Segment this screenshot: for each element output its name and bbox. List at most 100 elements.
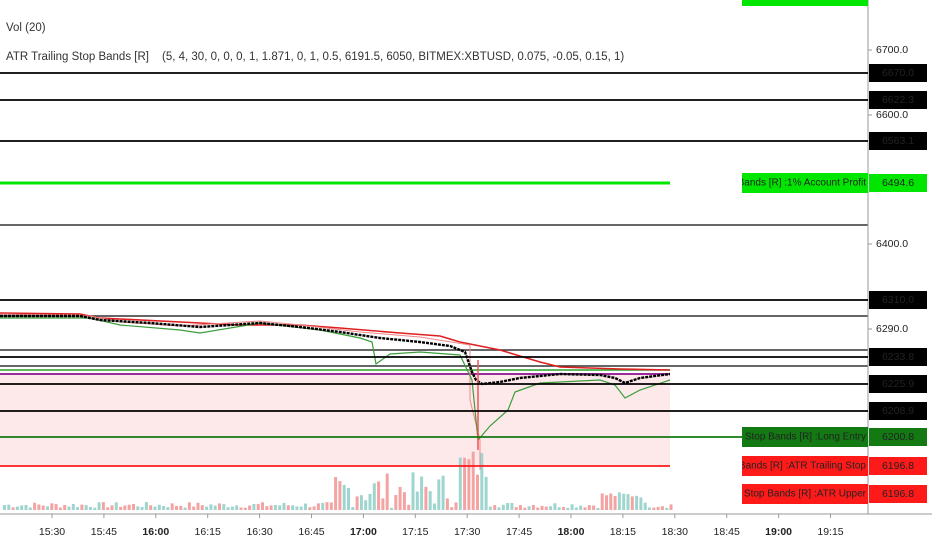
volume-bar [445,498,449,510]
volume-bar [351,507,355,510]
volume-bar [347,488,350,510]
volume-bar [312,506,316,510]
volume-bar [218,503,221,510]
volume-bar [609,493,613,510]
level-tag [742,427,868,447]
volume-bar [15,506,19,510]
volume-bar [488,506,492,510]
volume-bar [531,505,535,510]
volume-bar [209,504,213,510]
level-tag [742,173,868,193]
volume-bar [385,473,389,510]
volume-bar [527,506,531,510]
volume-bar [127,504,131,510]
volume-bar [600,493,604,510]
volume-bar [24,504,28,510]
volume-bar [316,503,320,510]
x-tick-label: 16:45 [298,526,324,538]
volume-bar [140,506,144,510]
volume-bar [170,503,174,510]
volume-bar [248,505,252,510]
volume-bar [50,503,54,510]
volume-bar [648,507,651,510]
volume-bar [630,496,634,510]
volume-bar [278,505,282,510]
volume-bar [639,497,643,510]
volume-bar [493,505,497,510]
price-badge-label: 6563.1 [882,135,914,147]
volume-bar [415,491,419,510]
volume-bar [205,506,209,510]
volume-bar [510,502,514,510]
volume-bar [377,481,381,510]
volume-bar [93,507,97,510]
price-badge-label: 6310.0 [882,294,914,306]
price-badge [869,348,927,366]
volume-bar [450,507,454,510]
volume-bar [282,502,286,510]
price-badge [869,64,927,82]
volume-bar [149,505,153,510]
volume-bar [467,459,471,510]
volume-bar [11,507,15,510]
y-tick-label: 6400.0 [876,238,908,250]
volume-bar [106,507,110,510]
volume-bar [273,505,277,510]
volume-bar [179,505,183,510]
volume-bar [119,506,123,510]
volume-bar [613,495,617,510]
level-tag-label: ATR Trailing Stop Bands [R] :ATR Upper [687,489,867,500]
price-badge [869,428,927,446]
level-tag-label: ATR Trailing Stop Bands [R] :1% Account … [657,178,866,189]
price-badge-label: 6622.3 [882,94,914,106]
volume-bar [497,507,501,510]
volume-bar [428,491,432,510]
indicator-params: (5, 4, 30, 0, 0, 0, 1, 1.871, 0, 1, 0.5,… [162,51,624,63]
volume-bar [402,492,406,510]
volume-bar [626,494,630,510]
volume-bar [136,506,140,510]
volume-bar [304,503,307,510]
volume-bar [364,500,368,510]
volume-bar [338,481,342,510]
price-badge [869,402,927,420]
volume-bar [665,507,669,510]
y-tick-label: 6290.0 [876,323,908,335]
volume-bar [265,506,269,510]
price [0,314,671,386]
volume-bar [566,507,570,510]
volume-bar [230,506,234,510]
volume-bar [196,502,200,510]
volume-bar [553,503,557,510]
volume-bar [544,506,548,510]
price-badge-label: 6494.6 [882,177,914,189]
volume-bar [643,502,647,510]
volume-bar [519,505,522,510]
volume-bar [484,476,488,510]
volume-bar [394,495,398,510]
price-badge [869,375,927,393]
price-badge [869,291,927,309]
volume-bar [114,502,118,510]
y-tick-label: 6600.0 [876,109,908,121]
volume-bar [372,483,376,510]
volume-bar [153,506,157,510]
x-tick-label: 18:00 [558,526,585,538]
volume-bar [454,502,458,510]
volume-bar [381,498,385,510]
volume-bar [587,505,591,510]
price-badge-label: 6670.0 [882,67,914,79]
volume-bar [252,503,256,510]
volume-bar [157,504,161,510]
volume-bar [433,503,436,510]
volume-bar [596,507,600,510]
volume-bar [71,503,75,510]
volume-bar [669,504,673,510]
level-tag [742,484,868,504]
volume-bar [37,504,41,510]
volume-bar [480,453,484,510]
volume-bar [321,502,325,510]
volume-bar [592,505,596,510]
band-fill [0,374,670,466]
